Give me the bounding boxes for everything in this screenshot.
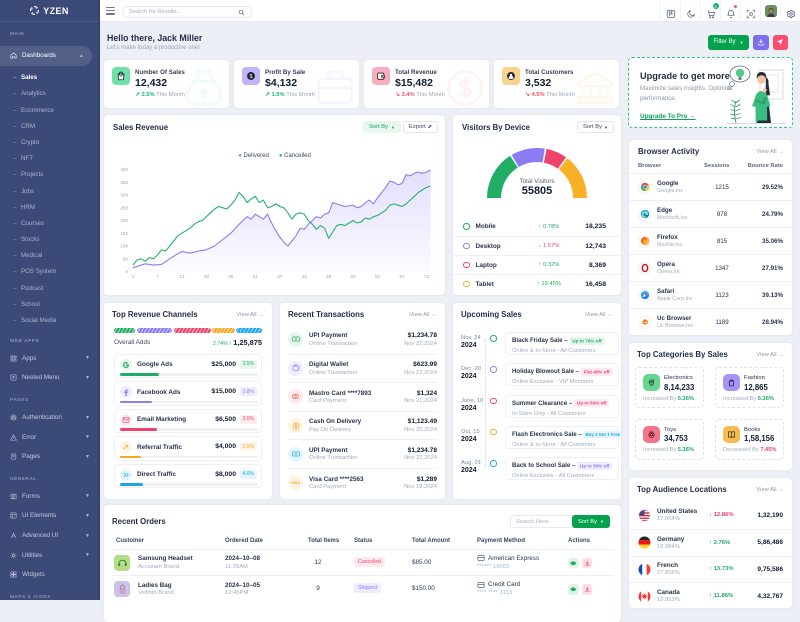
svg-text:25: 25 [228,274,234,279]
svg-text:37: 37 [277,274,283,279]
svg-text:250: 250 [120,205,128,210]
svg-text:61: 61 [375,274,381,279]
svg-text:1: 1 [132,274,135,279]
svg-text:300: 300 [120,193,128,198]
svg-text:43: 43 [302,274,308,279]
svg-text:350: 350 [120,180,128,185]
svg-text:31: 31 [253,274,259,279]
svg-text:67: 67 [399,274,405,279]
svg-text:13: 13 [179,274,185,279]
svg-text:200: 200 [120,218,128,223]
svg-text:73: 73 [424,274,430,279]
svg-text:0: 0 [125,269,128,274]
svg-text:50: 50 [123,256,129,261]
svg-text:400: 400 [120,167,128,172]
svg-text:19: 19 [204,274,210,279]
svg-text:49: 49 [326,274,332,279]
svg-text:100: 100 [120,244,128,249]
svg-text:150: 150 [120,231,128,236]
svg-text:55: 55 [351,274,357,279]
svg-text:7: 7 [156,274,159,279]
svg-text:$: $ [249,74,252,80]
